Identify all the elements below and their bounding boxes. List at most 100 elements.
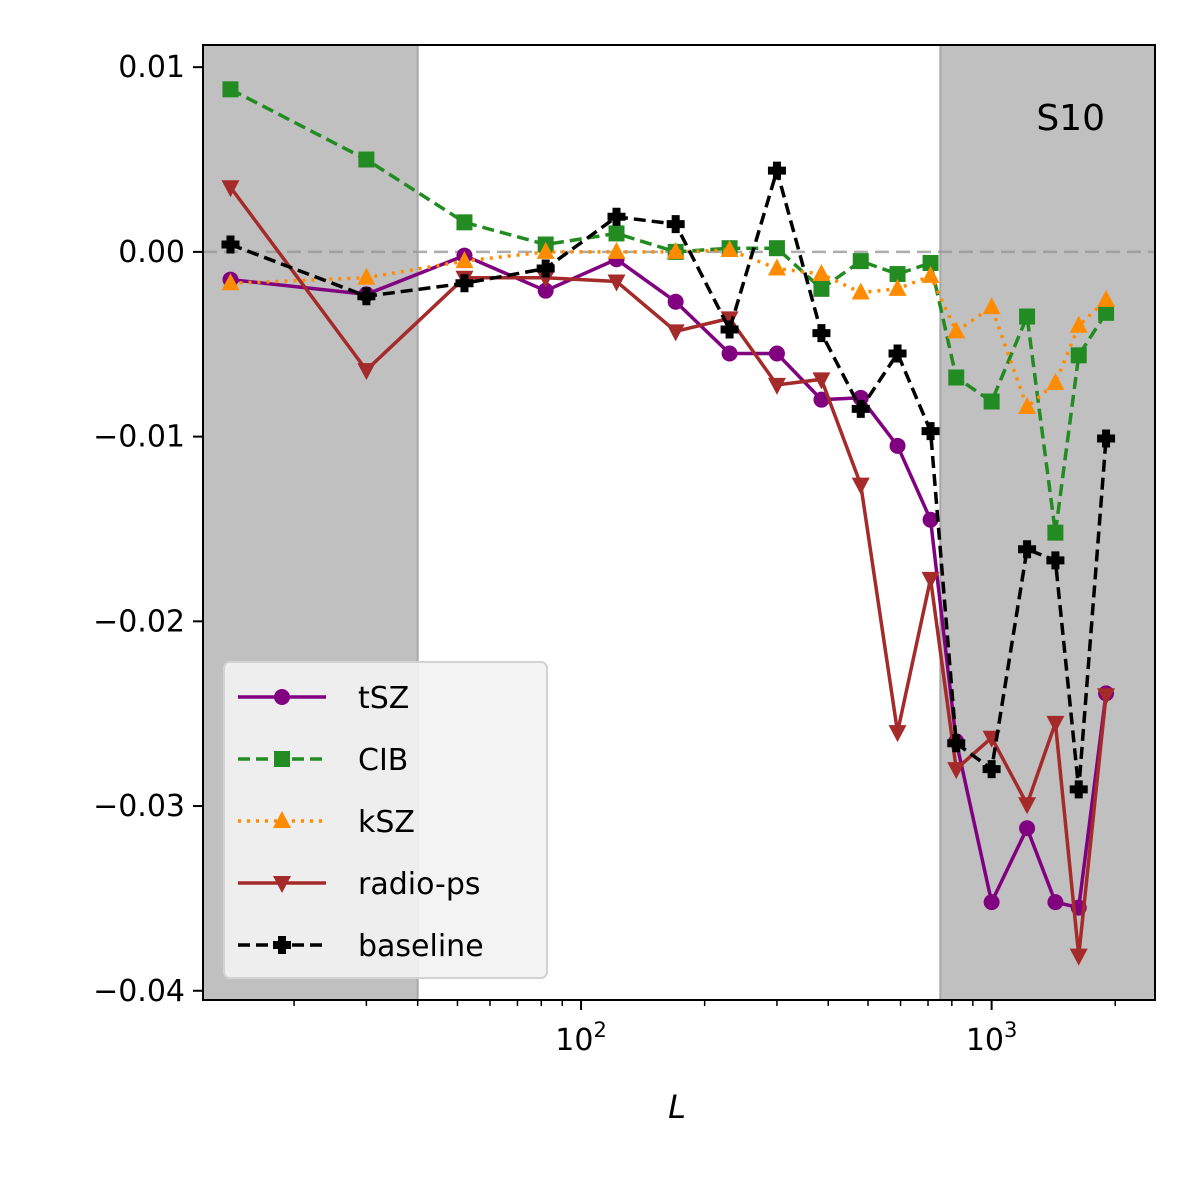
data-point-baseline (455, 274, 474, 293)
x-axis: 102 103 (293, 1000, 1116, 1058)
data-point-tsz (1019, 820, 1036, 837)
data-point-cib (768, 240, 785, 257)
data-point-baseline (1097, 429, 1116, 448)
data-point-tsz (1047, 894, 1064, 911)
data-point-baseline (812, 324, 831, 343)
x-tick-label: 103 (966, 1018, 1018, 1058)
legend-swatch-marker (274, 689, 290, 705)
data-point-cib (948, 369, 965, 386)
legend-item-cib: CIB (238, 743, 408, 778)
panel-annotation: S10 (1036, 98, 1105, 139)
data-point-baseline (1069, 780, 1088, 799)
legend-box (223, 661, 548, 979)
data-point-baseline (921, 422, 940, 441)
data-point-radio-ps (947, 762, 966, 780)
data-point-ksz (921, 265, 940, 283)
data-point-tsz (922, 511, 939, 528)
data-point-radio-ps (607, 274, 626, 292)
data-point-baseline (720, 320, 739, 339)
series-line-cib (229, 87, 1108, 533)
data-point-baseline (607, 207, 626, 226)
data-point-ksz (1097, 289, 1116, 307)
data-point-radio-ps (812, 372, 831, 390)
data-point-cib (889, 266, 906, 283)
data-point-radio-ps (851, 477, 870, 495)
x-tick-base: 10 (555, 1023, 593, 1058)
data-point-ksz (767, 258, 786, 276)
data-point-tsz (537, 282, 554, 299)
data-point-ksz (851, 282, 870, 300)
legend-label: kSZ (358, 805, 415, 840)
data-point-radio-ps (221, 180, 240, 198)
data-point-baseline (982, 760, 1001, 779)
data-point-ksz (357, 267, 376, 285)
data-point-baseline (1018, 540, 1037, 559)
data-point-baseline (767, 161, 786, 180)
data-point-ksz (1046, 373, 1065, 391)
data-point-cib (1047, 524, 1064, 541)
data-point-ksz (536, 241, 555, 259)
data-point-cib (1098, 304, 1115, 321)
data-point-baseline (1046, 551, 1065, 570)
data-point-cib (608, 225, 625, 242)
data-point-radio-ps (888, 725, 907, 743)
y-tick-label: 0.00 (118, 235, 185, 270)
data-point-baseline (221, 235, 240, 254)
data-point-ksz (982, 297, 1001, 315)
data-point-tsz (768, 345, 785, 362)
legend-label: tSZ (358, 681, 409, 716)
data-point-radio-ps (720, 311, 739, 329)
data-point-ksz (221, 273, 240, 291)
data-point-ksz (607, 241, 626, 259)
data-point-cib (358, 151, 375, 168)
plot-border (202, 44, 1156, 1001)
data-point-baseline (666, 215, 685, 234)
legend-label: baseline (358, 929, 484, 964)
plot-frame (202, 44, 1156, 1001)
series-line-tsz (230, 253, 1108, 910)
y-tick-label: −0.03 (93, 789, 185, 824)
data-point-ksz (666, 241, 685, 259)
x-tick-exponent: 3 (1004, 1018, 1017, 1042)
data-point-radio-ps (666, 324, 685, 342)
series-ksz (221, 240, 1116, 415)
data-point-radio-ps (1046, 715, 1065, 733)
legend-swatch-marker (273, 811, 291, 828)
legend-item-radio-ps: radio-ps (238, 867, 481, 902)
data-point-cib (922, 254, 939, 271)
data-point-ksz (888, 278, 907, 296)
data-point-cib (456, 214, 473, 231)
series-line-ksz (230, 248, 1108, 411)
data-point-radio-ps (536, 270, 555, 288)
data-point-tsz (667, 293, 684, 310)
data-point-ksz (812, 264, 831, 282)
legend-label: CIB (358, 743, 408, 778)
legend-swatch-marker (273, 876, 291, 893)
y-axis: 0.01 0.00 −0.01 −0.02 −0.03 −0.04 (93, 50, 203, 1009)
series-baseline (221, 161, 1116, 799)
data-point-cib (1070, 347, 1087, 364)
x-axis-label: L (668, 1088, 686, 1126)
y-tick-label: 0.01 (118, 50, 185, 85)
data-point-baseline (888, 344, 907, 363)
data-point-cib (852, 253, 869, 270)
data-point-radio-ps (1069, 948, 1088, 966)
data-point-radio-ps (921, 571, 940, 589)
data-point-ksz (720, 240, 739, 258)
data-point-cib (1019, 308, 1036, 325)
shaded-region-2 (940, 45, 1155, 1000)
y-tick-label: −0.01 (93, 420, 185, 455)
legend-swatch-marker (274, 751, 290, 767)
data-point-baseline (357, 287, 376, 306)
data-point-ksz (1018, 397, 1037, 415)
legend-item-ksz: kSZ (238, 805, 415, 840)
series-group (221, 81, 1116, 966)
legend-swatch-marker (273, 936, 291, 954)
x-tick-exponent: 2 (593, 1018, 606, 1042)
data-point-cib (222, 81, 239, 98)
series-line-radio-ps (229, 186, 1108, 956)
legend-label: radio-ps (358, 867, 481, 902)
data-point-tsz (889, 437, 906, 454)
y-tick-label: −0.02 (93, 604, 185, 639)
